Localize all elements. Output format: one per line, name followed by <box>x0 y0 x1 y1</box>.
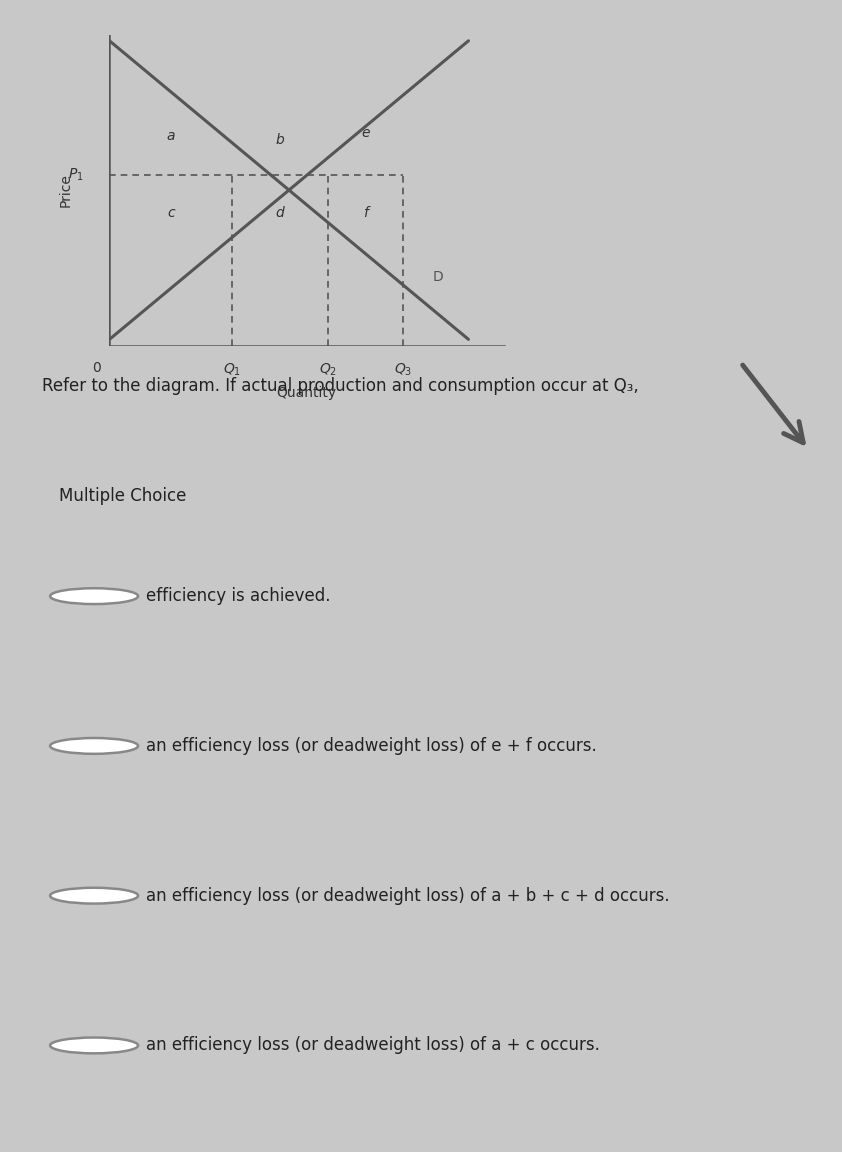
Circle shape <box>51 589 138 604</box>
Text: $P_1$: $P_1$ <box>67 166 83 183</box>
Text: Refer to the diagram. If actual production and consumption occur at Q₃,: Refer to the diagram. If actual producti… <box>42 377 639 395</box>
Text: an efficiency loss (or deadweight loss) of e + f occurs.: an efficiency loss (or deadweight loss) … <box>147 737 597 755</box>
Text: $Q_1$: $Q_1$ <box>223 362 241 378</box>
Text: e: e <box>361 126 370 139</box>
Text: f: f <box>363 206 368 220</box>
Text: an efficiency loss (or deadweight loss) of a + b + c + d occurs.: an efficiency loss (or deadweight loss) … <box>147 887 669 904</box>
Text: efficiency is achieved.: efficiency is achieved. <box>147 588 331 605</box>
Text: $Q_3$: $Q_3$ <box>394 362 412 378</box>
Circle shape <box>51 1038 138 1053</box>
Circle shape <box>51 738 138 753</box>
Text: $Q_2$: $Q_2$ <box>319 362 338 378</box>
Text: Price: Price <box>59 173 72 207</box>
Text: an efficiency loss (or deadweight loss) of a + c occurs.: an efficiency loss (or deadweight loss) … <box>147 1037 600 1054</box>
Text: a: a <box>167 129 175 143</box>
Text: b: b <box>276 134 285 147</box>
Circle shape <box>51 888 138 903</box>
Text: D: D <box>433 271 443 285</box>
Text: Multiple Choice: Multiple Choice <box>59 486 186 505</box>
Text: Quantity: Quantity <box>276 386 337 400</box>
Text: 0: 0 <box>92 362 101 376</box>
Text: d: d <box>276 206 285 220</box>
Text: c: c <box>167 206 174 220</box>
